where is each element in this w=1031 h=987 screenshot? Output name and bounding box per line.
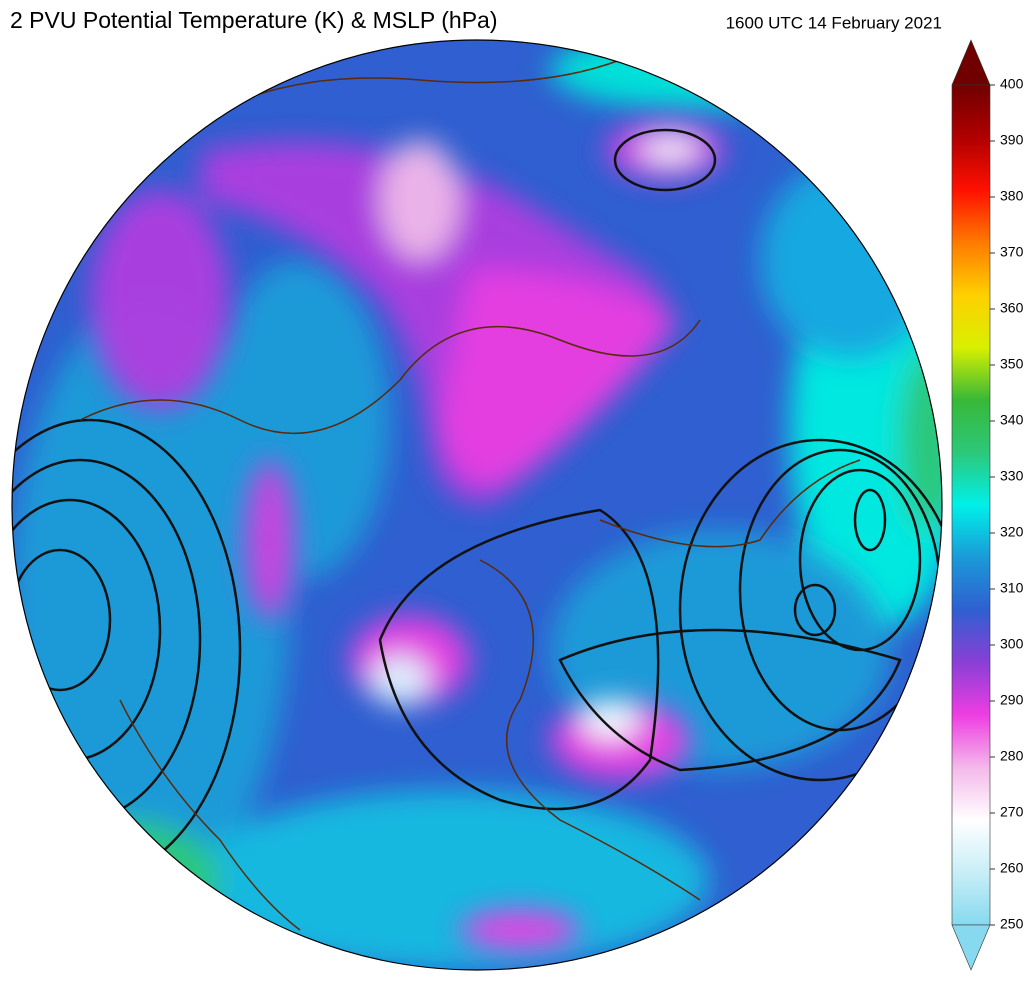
colorbar-tick-label: 350	[1000, 356, 1024, 372]
colorbar-bar	[951, 84, 991, 926]
colorbar-tick-label: 290	[1000, 692, 1024, 708]
colorbar-tick-label: 340	[1000, 412, 1024, 428]
colorbar-tick-label: 300	[1000, 636, 1024, 652]
colorbar-extend-high	[951, 39, 991, 86]
colorbar-tick-label: 310	[1000, 580, 1024, 596]
colorbar-tick-label: 330	[1000, 468, 1024, 484]
colorbar-tick-label: 400	[1000, 76, 1024, 92]
colorbar-extend-low	[951, 924, 991, 971]
colorbar: 250 260 270 280 290 300 310 320 330 340 350 360 370 3…	[951, 39, 1024, 971]
colorbar-tick-label: 390	[1000, 132, 1024, 148]
colorbar-tick-label: 250	[1000, 916, 1024, 932]
colorbar-tick-label: 380	[1000, 188, 1024, 204]
valid-time: 1600 UTC 14 February 2021	[726, 13, 942, 32]
colorbar-tick-label: 260	[1000, 860, 1024, 876]
colorbar-tick-label: 320	[1000, 524, 1024, 540]
colorbar-tick-label: 270	[1000, 804, 1024, 820]
globe-outline	[11, 39, 943, 971]
colorbar-tick-label: 360	[1000, 300, 1024, 316]
colorbar-tick-label: 280	[1000, 748, 1024, 764]
map-title: 2 PVU Potential Temperature (K) & MSLP (…	[10, 7, 497, 33]
colorbar-tick-label: 370	[1000, 244, 1024, 260]
